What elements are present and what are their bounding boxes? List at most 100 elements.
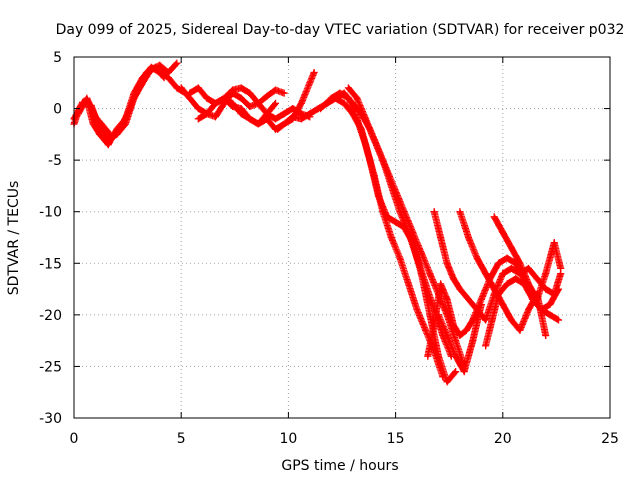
data-point — [449, 275, 457, 283]
y-axis-title: SDTVAR / TECUs — [6, 181, 22, 296]
data-point — [482, 270, 490, 278]
data-point — [404, 280, 412, 288]
data-point — [482, 342, 490, 350]
series-track-16 — [490, 213, 565, 303]
x-tick-label: 20 — [494, 431, 512, 447]
data-point — [499, 301, 507, 309]
data-point — [272, 115, 280, 123]
data-point — [462, 326, 470, 334]
data-point — [482, 316, 490, 324]
data-point — [396, 254, 404, 262]
data-markers — [70, 59, 565, 386]
data-point — [413, 306, 421, 314]
data-point — [542, 270, 550, 278]
data-point — [340, 99, 348, 107]
axis-ticks: 0 5 10 15 20 25 -30 -25 -20 -15 -10 -5 0 5 — [39, 50, 619, 447]
data-point — [212, 99, 220, 107]
data-point — [488, 316, 496, 324]
y-tick-label: -30 — [39, 411, 62, 427]
data-point — [203, 110, 211, 118]
data-point — [237, 94, 245, 102]
data-point — [379, 156, 387, 164]
data-point — [546, 301, 554, 309]
data-point — [280, 110, 288, 118]
x-tick-label: 5 — [177, 431, 186, 447]
data-point — [512, 275, 520, 283]
data-point — [143, 68, 151, 76]
data-point — [503, 254, 511, 262]
data-point — [317, 105, 325, 113]
y-tick-label: -15 — [39, 256, 62, 272]
data-point — [452, 368, 460, 376]
data-point — [533, 295, 541, 303]
data-point — [452, 337, 460, 345]
plot-frame — [73, 56, 611, 419]
data-point — [353, 94, 361, 102]
data-point — [83, 94, 91, 102]
data-point — [437, 280, 445, 288]
data-point — [237, 84, 245, 92]
data-point — [396, 208, 404, 216]
data-point — [280, 120, 288, 128]
data-point — [164, 68, 172, 76]
data-point — [422, 326, 430, 334]
data-point — [362, 141, 370, 149]
data-point — [274, 125, 282, 133]
data-point — [499, 270, 507, 278]
data-point — [254, 99, 262, 107]
data-point — [456, 331, 464, 339]
data-point — [503, 280, 511, 288]
y-tick-label: -10 — [39, 205, 62, 221]
data-point — [156, 61, 164, 69]
data-point — [525, 280, 533, 288]
data-point — [422, 280, 430, 288]
data-point — [297, 99, 305, 107]
data-point — [194, 84, 202, 92]
data-point — [246, 115, 254, 123]
data-point — [443, 378, 451, 386]
data-point — [430, 208, 438, 216]
data-point — [499, 228, 507, 236]
y-tick-label: -5 — [48, 153, 62, 169]
y-tick-label: 5 — [53, 50, 62, 66]
data-point — [289, 113, 297, 121]
data-point — [177, 84, 185, 92]
data-point — [443, 259, 451, 267]
data-point — [280, 89, 288, 97]
data-point — [490, 285, 498, 293]
data-point — [507, 264, 515, 272]
data-point — [306, 110, 314, 118]
data-point — [437, 234, 445, 241]
data-point — [74, 110, 82, 118]
data-point — [370, 136, 378, 144]
data-point — [89, 120, 97, 128]
data-point — [370, 172, 378, 180]
data-point — [186, 89, 194, 97]
series-track-3 — [74, 63, 168, 141]
data-point — [272, 99, 280, 107]
data-point — [555, 316, 563, 324]
data-point — [263, 110, 271, 118]
data-point — [456, 208, 464, 216]
y-tick-label: 0 — [53, 102, 62, 118]
data-point — [430, 321, 438, 329]
data-point — [229, 99, 237, 107]
data-point — [220, 94, 228, 102]
data-point — [246, 103, 254, 111]
x-tick-label: 25 — [601, 431, 619, 447]
data-point — [434, 311, 442, 319]
data-point — [537, 306, 545, 314]
data-point — [272, 86, 280, 94]
series-track-7 — [220, 84, 314, 123]
data-point — [443, 331, 451, 339]
data-point — [477, 301, 485, 309]
data-point — [464, 295, 472, 303]
grid-lines — [74, 57, 610, 418]
data-point — [439, 373, 447, 381]
data-point — [151, 63, 159, 71]
x-tick-label: 0 — [70, 431, 79, 447]
data-point — [460, 368, 468, 376]
series-markers — [317, 89, 447, 381]
data-point — [349, 99, 357, 107]
